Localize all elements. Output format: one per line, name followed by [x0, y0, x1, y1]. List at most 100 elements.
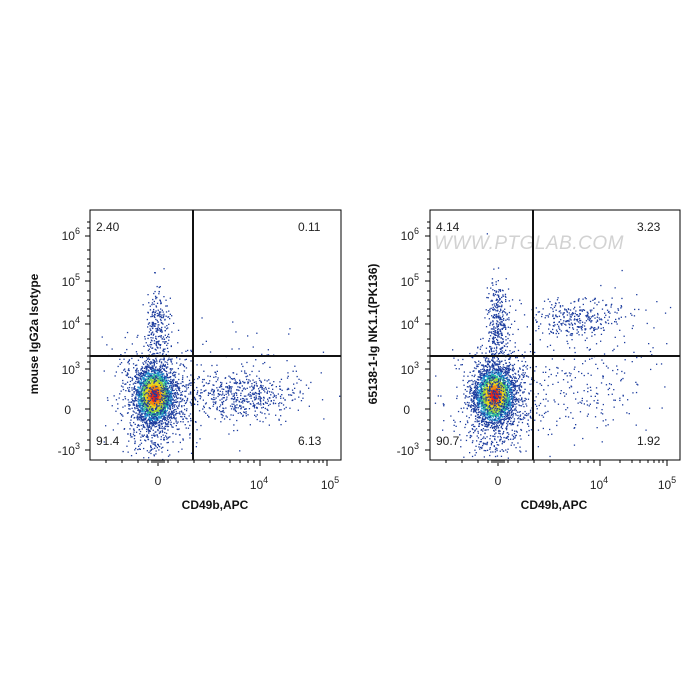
event-dot [150, 445, 152, 447]
event-dot [260, 386, 262, 388]
event-dot [156, 329, 159, 331]
event-dot [150, 386, 153, 388]
event-dot [161, 424, 163, 426]
event-dot [179, 390, 181, 392]
event-dot [145, 368, 147, 370]
event-dot [120, 354, 122, 356]
event-dot [155, 380, 157, 382]
event-dot [152, 413, 154, 416]
event-dot [155, 391, 157, 393]
event-dot [184, 390, 186, 392]
event-dot [148, 403, 151, 405]
event-dot [182, 363, 184, 366]
event-dot [164, 411, 166, 414]
event-dot [157, 407, 159, 409]
event-dot [120, 419, 123, 422]
event-dot [164, 388, 166, 390]
event-dot [156, 414, 159, 416]
event-dot [163, 393, 166, 395]
event-dot [119, 358, 121, 360]
event-dot [264, 401, 267, 403]
event-dot [172, 394, 175, 396]
event-dot [165, 395, 167, 397]
event-dot [158, 387, 160, 389]
event-dot [160, 386, 162, 389]
event-dot [146, 384, 149, 386]
event-dot [129, 376, 132, 378]
event-dot [187, 349, 189, 352]
event-dot [131, 436, 133, 438]
event-dot [198, 376, 200, 379]
event-dot [151, 381, 154, 383]
event-dot [157, 381, 159, 384]
event-dot [157, 326, 159, 328]
event-dot [155, 369, 157, 371]
event-dot [157, 409, 159, 411]
event-dot [230, 414, 232, 416]
event-dot [279, 385, 281, 387]
event-dot [255, 398, 257, 400]
event-dot [178, 401, 180, 403]
event-dot [507, 374, 510, 376]
event-dot [194, 399, 197, 401]
event-dot [204, 403, 207, 405]
event-dot [238, 382, 241, 385]
event-dot [163, 402, 165, 404]
event-dot [156, 393, 158, 396]
event-dot [137, 413, 139, 415]
event-dot [292, 399, 294, 401]
event-dot [107, 399, 109, 401]
event-dot [152, 352, 154, 355]
event-dot [151, 416, 153, 418]
event-dot [150, 344, 153, 346]
event-dot [196, 429, 198, 431]
event-dot [163, 439, 166, 441]
quadrant-upper-left-value: 4.14 [436, 220, 460, 234]
event-dot [252, 386, 254, 388]
event-dot [176, 385, 178, 387]
event-dots [101, 268, 341, 461]
event-dot [150, 361, 152, 363]
event-dot [168, 411, 170, 413]
event-dot [164, 417, 166, 419]
event-dot [246, 378, 248, 381]
event-dot [164, 431, 166, 434]
event-dot [152, 367, 154, 369]
event-dot [217, 379, 219, 381]
event-dot [175, 410, 177, 413]
quadrant-upper-left-value: 2.40 [96, 220, 120, 234]
event-dot [158, 324, 160, 326]
event-dot [145, 370, 147, 373]
event-dot [299, 390, 301, 392]
event-dot [232, 372, 234, 374]
event-dot [155, 384, 157, 386]
event-dot [153, 361, 155, 363]
event-dot [164, 397, 166, 400]
event-dot [143, 382, 145, 385]
event-dot [494, 374, 497, 377]
event-dot [148, 410, 150, 412]
event-dot [165, 415, 167, 417]
event-dot [211, 393, 213, 396]
event-dot [154, 396, 156, 398]
event-dot [151, 391, 153, 394]
event-dot [160, 372, 162, 374]
event-dot [162, 408, 164, 410]
event-dot [158, 427, 161, 429]
event-dot [171, 363, 173, 365]
event-dot [124, 405, 126, 407]
event-dot [160, 389, 162, 391]
event-dot [153, 394, 155, 397]
event-dot [161, 388, 163, 390]
event-dot [153, 365, 155, 367]
event-dot [220, 385, 223, 388]
event-dot [134, 397, 136, 399]
event-dot [154, 407, 156, 409]
event-dot [229, 381, 231, 383]
event-dot [153, 342, 155, 345]
event-dot [164, 409, 166, 411]
quadrant-percentages: 2.40 0.11 91.4 6.13 [96, 220, 322, 448]
event-dot [145, 436, 147, 438]
event-dot [226, 396, 228, 398]
event-dot [477, 405, 480, 407]
